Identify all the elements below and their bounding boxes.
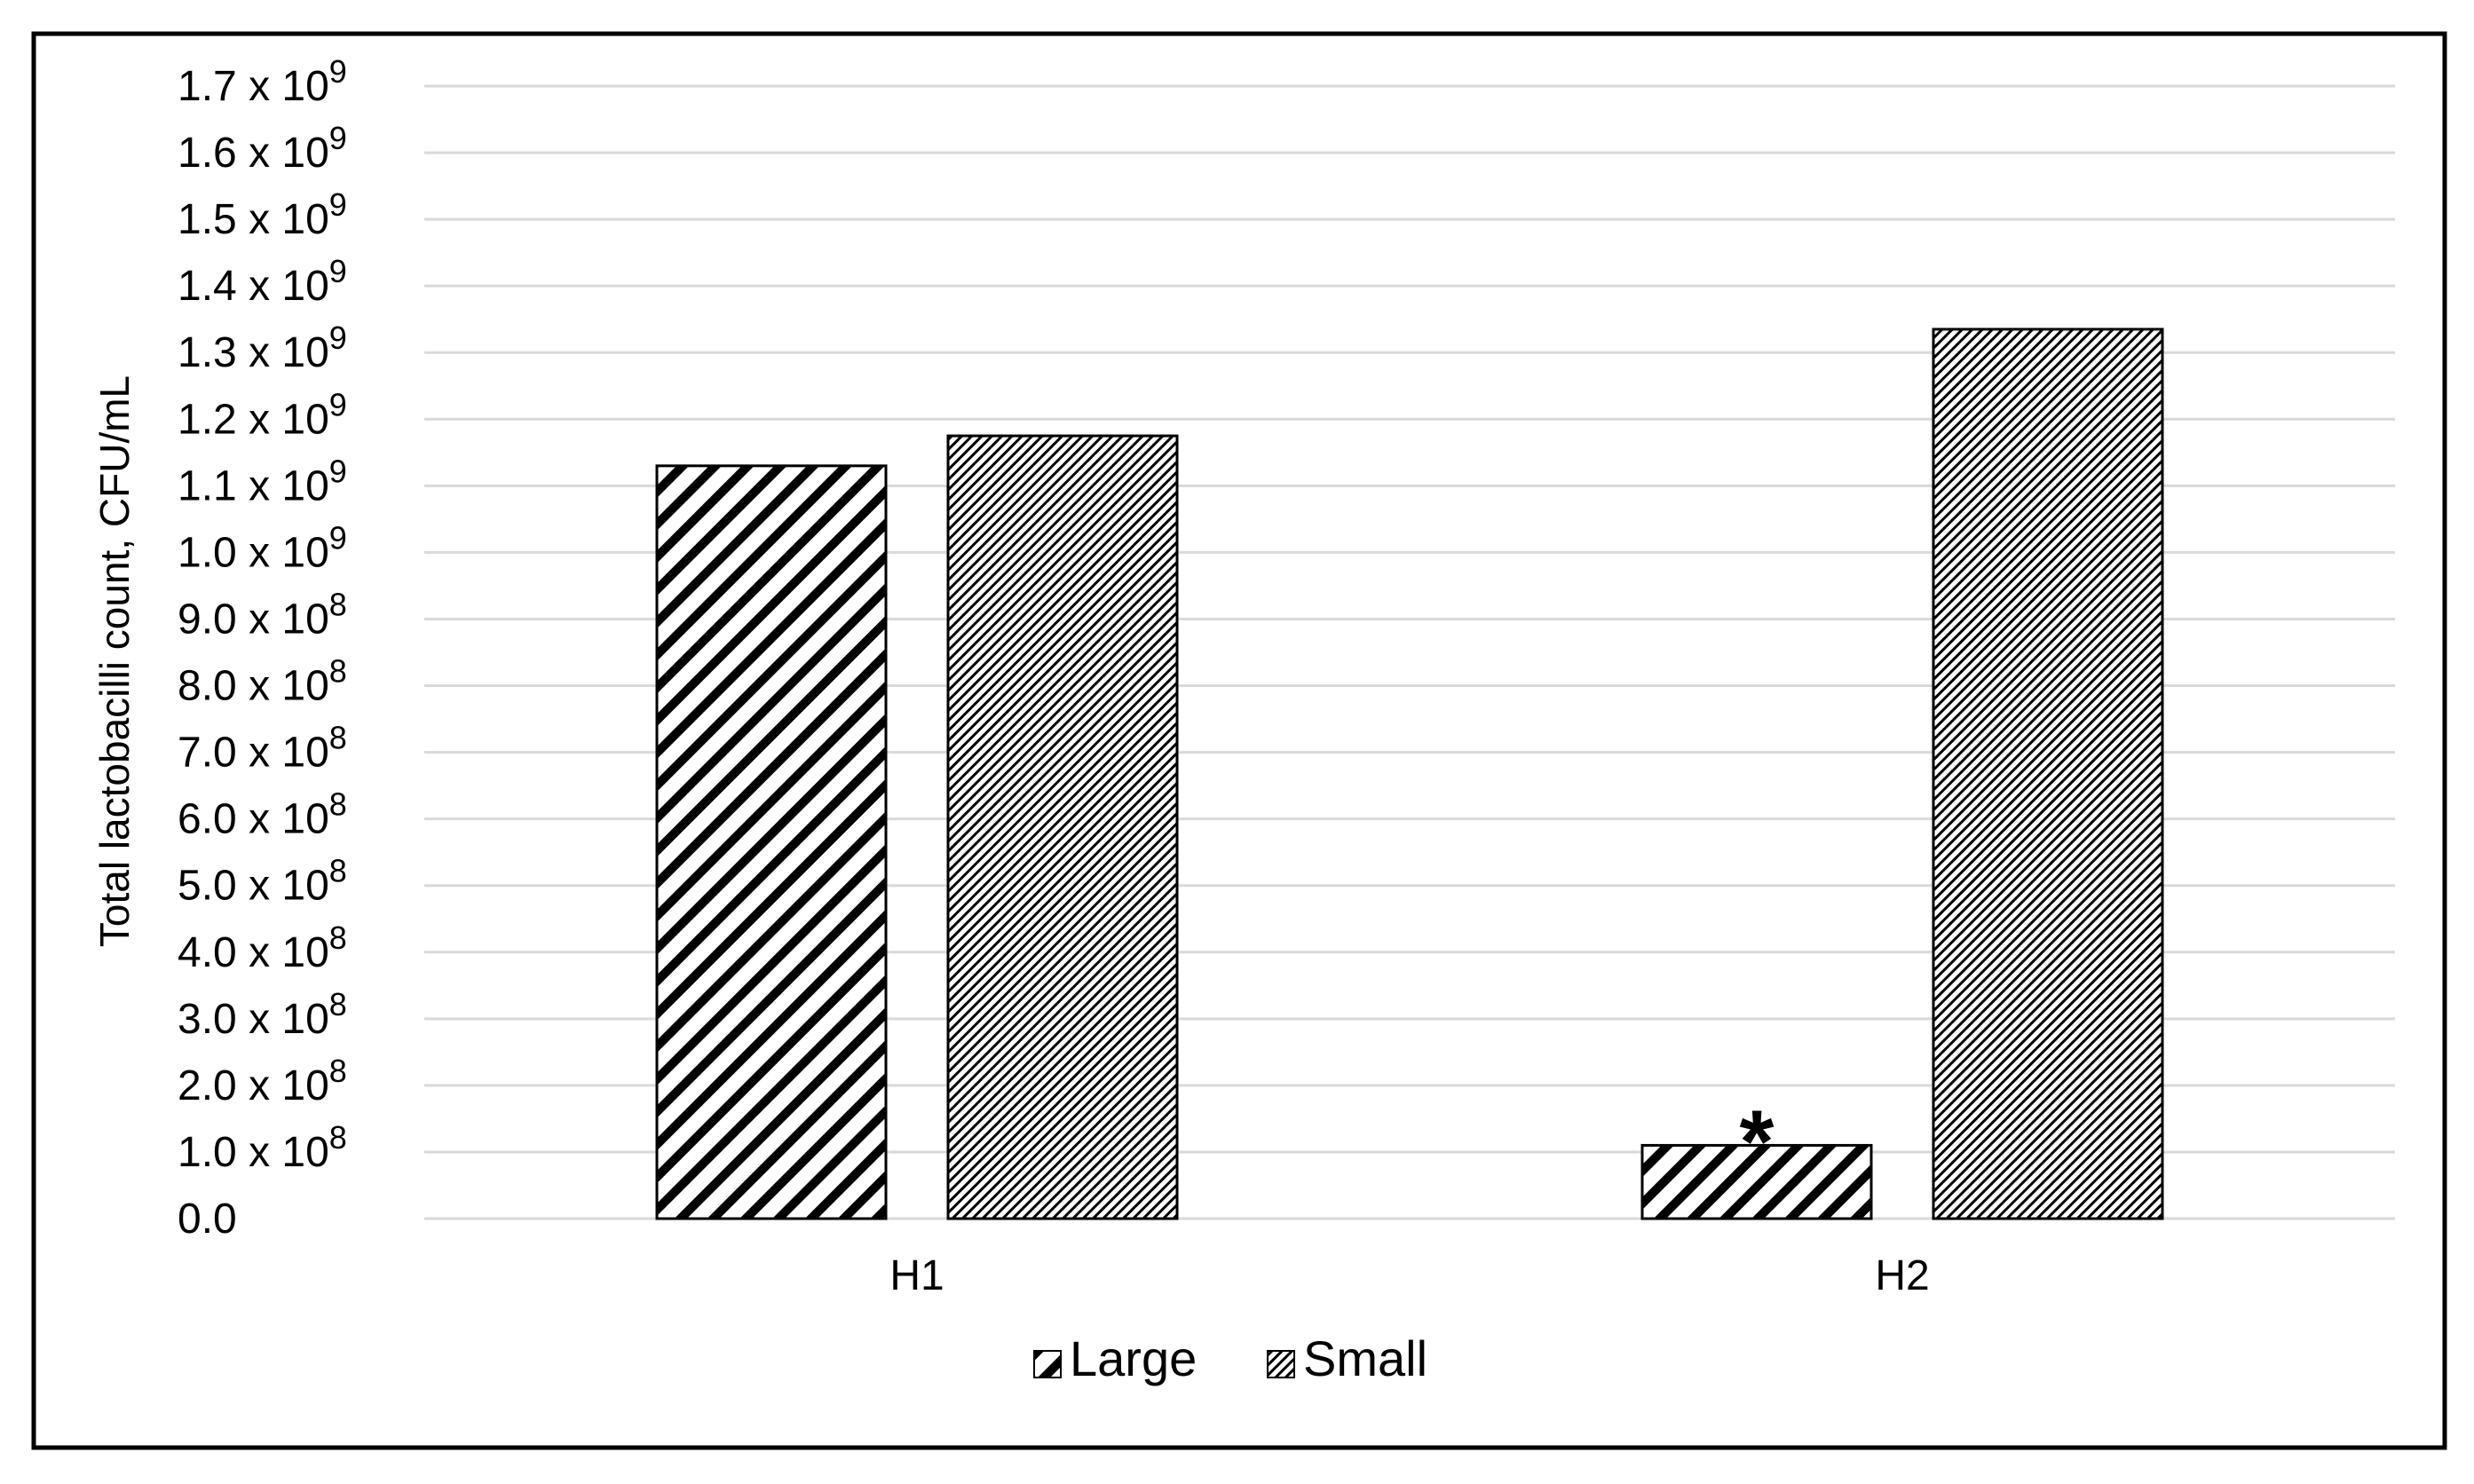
bar-small-h2 (1932, 328, 2164, 1220)
legend-label-small: Small (1303, 1330, 1427, 1386)
y-tick-label: 1.0 x 109 (178, 519, 347, 576)
y-tick-label: 1.4 x 109 (178, 253, 347, 310)
y-tick-label: 4.0 x 108 (178, 920, 347, 976)
y-axis-tick-labels: 0.0 1.0 x 108 2.0 x 108 3.0 x 108 4.0 x 108 5… (178, 53, 347, 1243)
y-tick-label: 0.0 (178, 1196, 237, 1243)
legend-swatch-large (1033, 1350, 1062, 1378)
y-tick-label: 9.0 x 108 (178, 586, 347, 643)
bar-small-h1 (946, 434, 1179, 1220)
y-tick-label: 1.5 x 109 (178, 186, 347, 243)
y-tick-label: 1.1 x 109 (178, 453, 347, 509)
y-tick-label: 2.0 x 108 (178, 1053, 347, 1109)
bar-large-h1 (655, 464, 888, 1220)
y-tick-label: 6.0 x 108 (178, 786, 347, 843)
significance-asterisk: * (1740, 1092, 1774, 1191)
y-tick-label: 1.3 x 109 (178, 320, 347, 376)
y-tick-label: 1.0 x 108 (178, 1119, 347, 1176)
y-tick-label: 5.0 x 108 (178, 853, 347, 910)
y-tick-label: 8.0 x 108 (178, 653, 347, 710)
annotations: * (1740, 1092, 1774, 1191)
y-tick-label: 1.6 x 109 (178, 120, 347, 177)
y-axis-title: Total lactobacilli count, CFU/mL (91, 375, 138, 947)
legend: Large Small (1033, 1330, 1427, 1386)
x-axis-tick-labels: H1 H2 (889, 1252, 1929, 1299)
legend-label-large: Large (1070, 1330, 1197, 1386)
bars (655, 328, 2164, 1220)
y-tick-label: 1.2 x 109 (178, 386, 347, 443)
y-tick-label: 1.7 x 109 (178, 53, 347, 110)
x-tick-label: H2 (1875, 1252, 1929, 1299)
x-tick-label: H1 (889, 1252, 944, 1299)
y-tick-label: 3.0 x 108 (178, 986, 347, 1043)
y-tick-label: 7.0 x 108 (178, 720, 347, 777)
bar-large-h2 (1640, 1143, 1873, 1220)
legend-swatch-small (1267, 1350, 1295, 1378)
